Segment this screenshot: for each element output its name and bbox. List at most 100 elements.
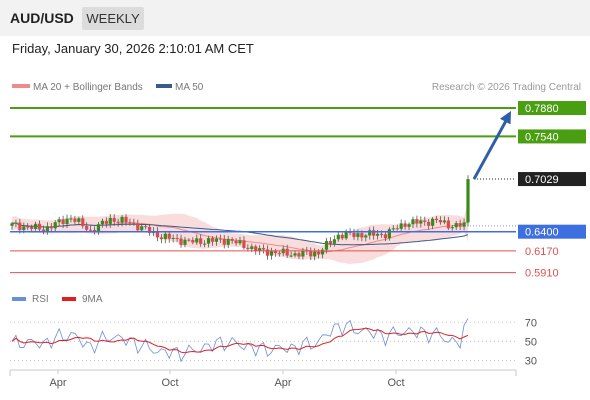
candle: [210, 238, 215, 242]
candle: [383, 234, 388, 239]
candle: [53, 222, 57, 229]
candle: [191, 240, 195, 243]
candle: [61, 219, 65, 225]
candle: [112, 217, 116, 222]
candle: [403, 223, 407, 227]
current-price-label-box: [518, 172, 586, 187]
candle: [85, 226, 89, 230]
candle: [30, 226, 34, 229]
candle: [411, 219, 415, 225]
candle: [297, 253, 301, 257]
candle: [317, 251, 321, 255]
candle: [261, 248, 266, 250]
candle: [45, 226, 49, 232]
candle: [466, 179, 470, 223]
candle: [136, 223, 140, 231]
candle: [81, 218, 85, 227]
candle: [415, 219, 419, 224]
x-tick-label: Apr: [274, 377, 291, 389]
candle: [120, 216, 124, 223]
candle: [22, 226, 26, 230]
candle: [116, 221, 120, 223]
pivot-label: 0.6400: [525, 227, 559, 239]
candle: [69, 218, 73, 220]
x-tick-label: Oct: [161, 377, 178, 389]
candle: [18, 222, 22, 230]
candle: [328, 241, 333, 244]
candle: [301, 250, 305, 257]
candle: [183, 239, 187, 245]
price-plot: 0.7880 0.7540 0.7029 0.6400 0.6170 0.5910: [10, 101, 586, 280]
candle: [446, 220, 450, 229]
pivot-label-box: [518, 224, 586, 239]
rsi-tick-label: 70: [525, 317, 537, 329]
candle: [100, 220, 105, 225]
candle: [230, 239, 234, 241]
resistance-label-box: [518, 101, 586, 116]
candle: [175, 237, 179, 239]
support-label: 0.5910: [525, 268, 559, 280]
candle: [26, 226, 30, 228]
rsi-ma-legend-swatch: [62, 297, 76, 301]
candle: [218, 238, 222, 240]
candle: [199, 238, 203, 244]
candle: [450, 227, 454, 229]
candle: [360, 233, 364, 238]
candle: [171, 237, 175, 239]
candle: [73, 218, 77, 222]
candle: [155, 231, 160, 238]
candle: [372, 230, 376, 236]
candle: [265, 249, 270, 256]
candle: [379, 233, 384, 235]
candle: [368, 230, 372, 236]
candle: [92, 229, 97, 232]
candle: [108, 217, 112, 224]
candle: [438, 220, 443, 223]
candle: [320, 249, 325, 255]
ma50-legend-label: MA 50: [175, 82, 204, 93]
candle: [163, 233, 167, 240]
candle: [238, 240, 242, 244]
candle: [285, 248, 289, 256]
candle: [423, 220, 427, 222]
rsi-legend-swatch: [12, 297, 26, 301]
candle: [332, 239, 336, 244]
candle: [179, 238, 183, 245]
candle: [132, 222, 136, 224]
candle: [37, 223, 42, 230]
timeframe-button[interactable]: WEEKLY: [82, 7, 144, 30]
candle: [128, 222, 132, 224]
candle: [395, 228, 399, 230]
projection-arrow-head: [499, 111, 511, 125]
candle: [352, 232, 356, 237]
candle: [206, 238, 211, 244]
candle: [336, 234, 340, 240]
candle: [159, 237, 163, 240]
chart-header: AUD/USD WEEKLY: [0, 0, 590, 36]
candle: [65, 218, 69, 225]
candle: [364, 235, 368, 238]
candle: [356, 233, 360, 237]
candle: [144, 226, 148, 228]
candle: [49, 226, 53, 229]
ma20-legend-label: MA 20 + Bollinger Bands: [33, 82, 143, 93]
candle: [387, 229, 391, 239]
candle: [258, 248, 262, 252]
current-price-label: 0.7029: [525, 174, 559, 186]
rsi-ma-legend-label: 9MA: [82, 294, 103, 305]
candle: [124, 216, 128, 223]
ma20-legend-swatch: [12, 84, 30, 88]
candle: [391, 228, 395, 230]
candle: [313, 251, 317, 257]
candle: [289, 255, 293, 257]
candle: [226, 239, 230, 245]
candle: [214, 238, 219, 242]
symbol-label: AUD/USD: [10, 10, 74, 26]
ma50-legend-swatch: [156, 84, 172, 88]
candle: [340, 234, 344, 239]
candle: [96, 224, 101, 232]
candle: [234, 240, 238, 244]
candle: [419, 220, 423, 224]
candle: [203, 243, 207, 245]
